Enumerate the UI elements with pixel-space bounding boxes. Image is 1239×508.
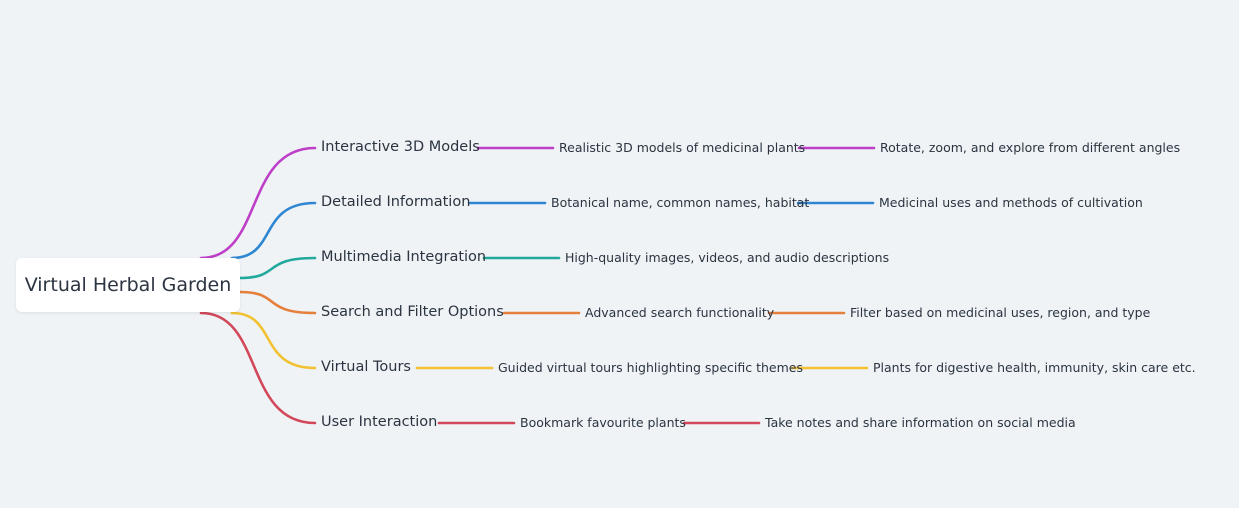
root-node[interactable]: Virtual Herbal Garden — [16, 258, 240, 312]
branch-label-search-and-filter[interactable]: Search and Filter Options — [321, 304, 504, 320]
leaf-label-detailed-info-2[interactable]: Medicinal uses and methods of cultivatio… — [879, 195, 1143, 210]
branch-label-multimedia-integration[interactable]: Multimedia Integration — [321, 249, 487, 265]
connector-root-to-3d-models — [199, 146, 317, 260]
branch-label-virtual-tours[interactable]: Virtual Tours — [321, 359, 411, 375]
connector-root-to-multimedia — [238, 256, 317, 280]
leaf-label-multimedia-1[interactable]: High-quality images, videos, and audio d… — [565, 250, 890, 265]
leaf-label-detailed-info-1[interactable]: Botanical name, common names, habitat — [551, 195, 810, 210]
leaf-label-3d-models-1[interactable]: Realistic 3D models of medicinal plants — [559, 140, 806, 155]
leaf-label-user-interaction-1[interactable]: Bookmark favourite plants — [520, 415, 686, 430]
branch-label-detailed-information[interactable]: Detailed Information — [321, 194, 471, 210]
branch-label-user-interaction[interactable]: User Interaction — [321, 414, 438, 430]
leaf-label-3d-models-2[interactable]: Rotate, zoom, and explore from different… — [880, 140, 1181, 155]
leaf-label-search-filter-1[interactable]: Advanced search functionality — [585, 305, 775, 320]
leaf-label-user-interaction-2[interactable]: Take notes and share information on soci… — [765, 415, 1076, 430]
connector-root-to-detailed-info — [230, 201, 317, 260]
connector-root-to-search-filter — [238, 290, 317, 315]
branch-label-interactive-3d-models[interactable]: Interactive 3D Models — [321, 139, 480, 155]
leaf-label-virtual-tours-1[interactable]: Guided virtual tours highlighting specif… — [498, 360, 804, 375]
leaf-label-search-filter-2[interactable]: Filter based on medicinal uses, region, … — [850, 305, 1151, 320]
root-label: Virtual Herbal Garden — [24, 274, 232, 296]
connector-root-to-virtual-tours — [230, 311, 317, 370]
connector-root-to-user-interaction — [199, 311, 317, 425]
leaf-label-virtual-tours-2[interactable]: Plants for digestive health, immunity, s… — [873, 360, 1196, 375]
